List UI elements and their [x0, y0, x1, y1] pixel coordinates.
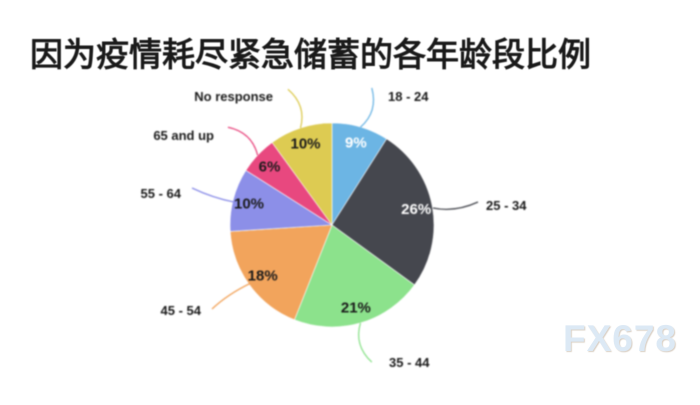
svg-text:65 and up: 65 and up: [153, 128, 214, 143]
svg-text:25 - 34: 25 - 34: [486, 198, 527, 213]
svg-text:21%: 21%: [341, 299, 371, 316]
svg-text:55 - 64: 55 - 64: [141, 186, 182, 201]
svg-text:10%: 10%: [290, 136, 320, 153]
svg-text:18 - 24: 18 - 24: [388, 89, 429, 104]
svg-text:9%: 9%: [345, 135, 367, 152]
svg-text:18%: 18%: [248, 267, 278, 284]
svg-text:No response: No response: [194, 89, 273, 104]
svg-text:6%: 6%: [259, 158, 281, 175]
svg-text:45 - 54: 45 - 54: [161, 303, 202, 318]
svg-text:10%: 10%: [234, 196, 264, 213]
svg-text:26%: 26%: [401, 201, 431, 218]
svg-text:35 - 44: 35 - 44: [389, 355, 430, 370]
